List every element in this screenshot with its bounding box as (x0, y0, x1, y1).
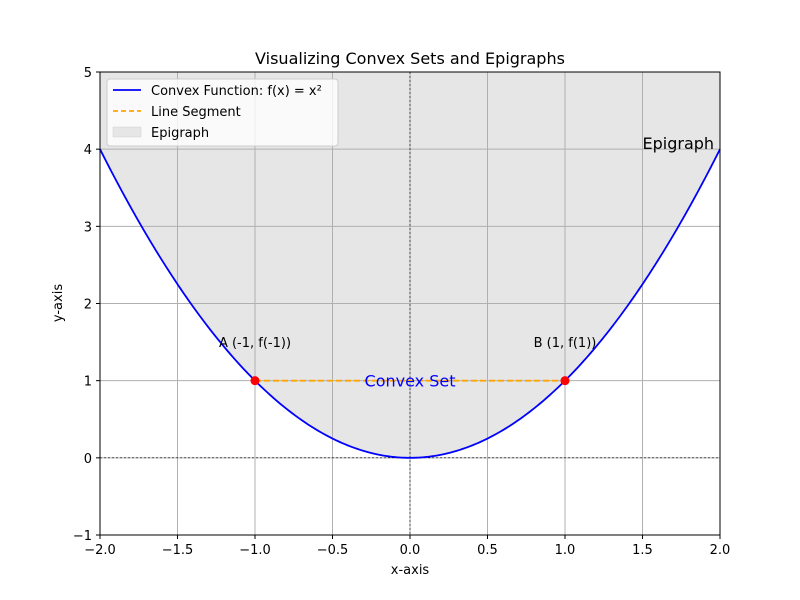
y-axis-label: y-axis (51, 284, 66, 322)
legend-label: Convex Function: f(x) = x² (151, 84, 322, 99)
epigraph-annotation: Epigraph (643, 134, 715, 153)
legend: Convex Function: f(x) = x² Line Segment Ep… (106, 78, 339, 147)
x-tick-label: 2.0 (710, 543, 731, 558)
point-label: B (1, f(1)) (534, 336, 597, 351)
series-layer (99, 148, 721, 459)
x-tick-label: −0.5 (317, 543, 349, 558)
annotation-layer: Convex Set Epigraph (365, 134, 715, 391)
x-axis-label: x-axis (391, 563, 430, 578)
legend-label: Epigraph (151, 126, 209, 141)
x-tick-label: 1.0 (555, 543, 576, 558)
convex-function-line (99, 148, 721, 459)
x-tick-label: 1.5 (632, 543, 653, 558)
y-tick-label: 1 (84, 375, 92, 390)
convex-set-annotation: Convex Set (365, 372, 456, 391)
x-tick-label: −2.0 (84, 543, 116, 558)
x-tick-label: 0.0 (400, 543, 421, 558)
y-axis-ticks: −1 0 1 2 3 4 5 (73, 66, 100, 544)
x-axis-ticks: −2.0 −1.5 −1.0 −0.5 0.0 0.5 1.0 1.5 2.0 (84, 535, 730, 558)
y-tick-label: 3 (84, 220, 92, 235)
chart-title: Visualizing Convex Sets and Epigraphs (255, 49, 565, 68)
point-marker (560, 376, 570, 386)
legend-items: Convex Function: f(x) = x² Line Segment Ep… (112, 84, 322, 141)
legend-box (106, 78, 339, 147)
y-tick-label: 5 (84, 66, 92, 81)
plot-area: A (-1, f(-1)) B (1, f(1)) Convex Set Epigr… (99, 71, 721, 536)
y-tick-label: 4 (84, 143, 92, 158)
x-tick-label: −1.0 (239, 543, 271, 558)
y-tick-label: 2 (84, 298, 92, 313)
legend-swatch-area (112, 126, 142, 138)
points-layer: A (-1, f(-1)) B (1, f(1)) (219, 336, 597, 386)
x-tick-label: 0.5 (477, 543, 498, 558)
point-label: A (-1, f(-1)) (219, 336, 291, 351)
legend-label: Line Segment (151, 105, 241, 120)
y-tick-label: 0 (84, 452, 92, 467)
x-tick-label: −1.5 (162, 543, 194, 558)
y-tick-label: −1 (73, 529, 92, 544)
point-marker (250, 376, 260, 386)
